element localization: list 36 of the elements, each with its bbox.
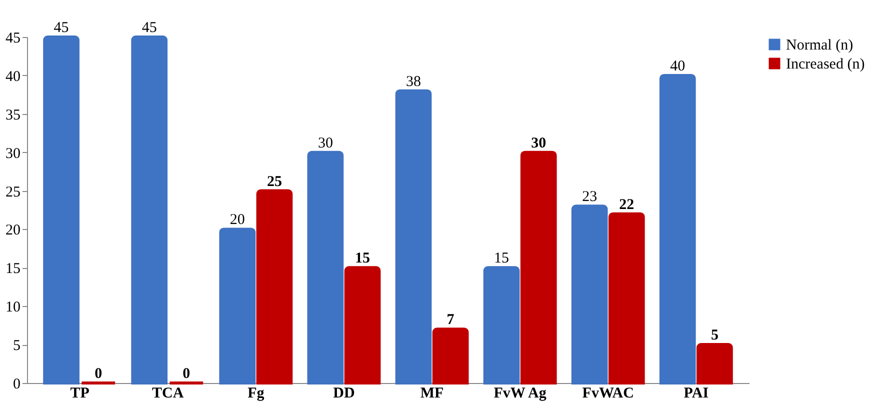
x-tick-label: DD — [333, 386, 355, 402]
y-tick-label: 15 — [6, 261, 20, 278]
data-label: 0 — [182, 366, 190, 382]
x-tick-label: FvW Ag — [494, 386, 547, 402]
y-tick-label: 40 — [6, 68, 20, 85]
legend-label: Normal (n) — [786, 38, 854, 54]
data-label: 45 — [54, 20, 69, 36]
y-tick-label: 0 — [13, 376, 20, 392]
data-label: 23 — [582, 189, 598, 206]
data-label: 38 — [406, 74, 421, 90]
data-label: 30 — [318, 135, 333, 152]
x-tick-label: PAI — [684, 386, 709, 402]
data-label: 15 — [355, 250, 370, 267]
legend-label: Increased (n) — [786, 56, 865, 72]
data-label: 40 — [670, 58, 686, 74]
data-label: 30 — [531, 135, 546, 152]
y-tick-label: 5 — [13, 338, 20, 354]
x-tick-label: FvWAC — [582, 386, 634, 402]
data-label: 20 — [230, 212, 245, 228]
data-label: 45 — [142, 20, 157, 36]
y-tick-label: 35 — [6, 107, 20, 124]
x-tick-label: MF — [420, 386, 444, 402]
y-tick-label: 10 — [6, 300, 20, 316]
data-label: 5 — [710, 328, 718, 344]
x-tick-label: Fg — [248, 386, 265, 402]
y-tick-label: 25 — [6, 184, 20, 200]
y-tick-label: 45 — [6, 30, 20, 46]
data-label: 15 — [494, 250, 510, 267]
y-tick-label: 30 — [6, 146, 20, 162]
y-tick-label: 20 — [6, 222, 20, 239]
x-tick-label: TP — [70, 386, 90, 402]
data-label: 0 — [94, 366, 102, 382]
data-label: 25 — [266, 174, 282, 190]
data-label: 22 — [619, 196, 634, 213]
data-label: 7 — [446, 312, 455, 328]
x-tick-label: TCA — [152, 386, 184, 402]
